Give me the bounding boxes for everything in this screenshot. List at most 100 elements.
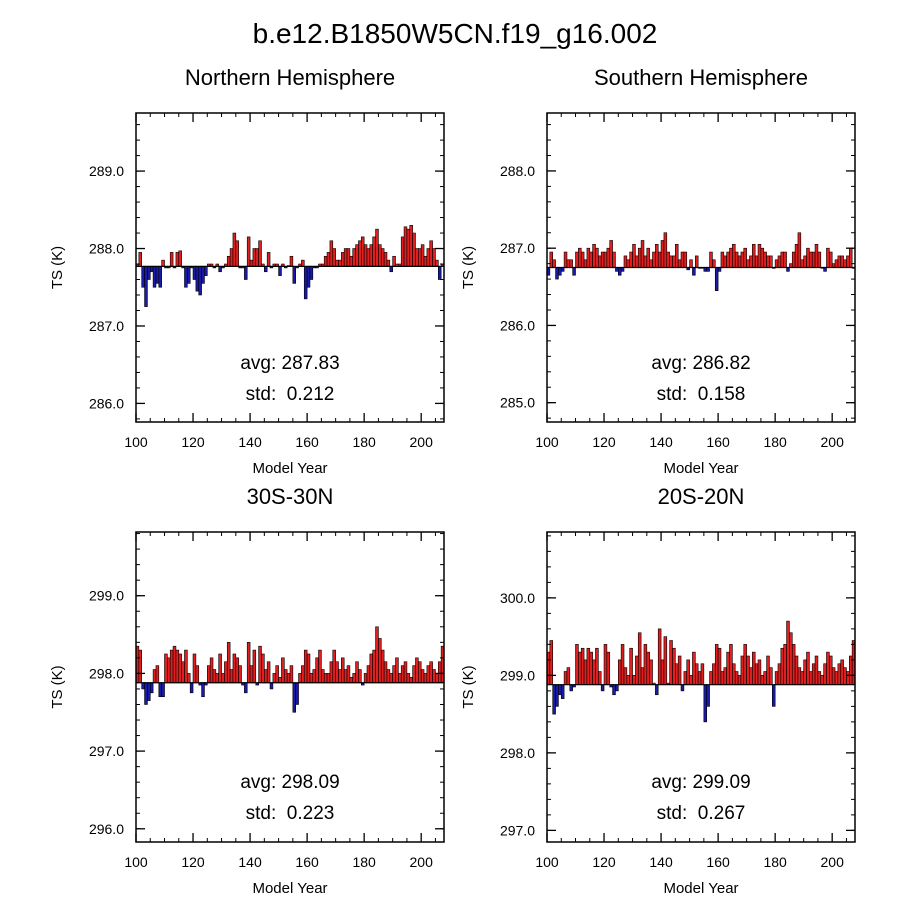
bar — [386, 669, 391, 684]
y-tick-label: 287.0 — [89, 318, 124, 334]
bar — [161, 682, 165, 698]
bar — [412, 232, 416, 267]
bar — [349, 676, 354, 684]
y-axis-label: TS (K) — [460, 246, 477, 289]
x-tick-label: 200 — [821, 434, 845, 450]
bar — [363, 244, 368, 267]
bar — [777, 663, 782, 685]
bar — [703, 684, 707, 723]
bar — [301, 665, 305, 684]
bar — [429, 240, 433, 267]
bar — [261, 653, 265, 684]
bar — [791, 644, 796, 685]
bar — [683, 251, 688, 268]
avg-annotation: avg: 286.82 — [651, 353, 750, 374]
bar — [786, 620, 790, 685]
bar — [323, 673, 328, 684]
bar — [423, 673, 428, 684]
bar — [167, 657, 171, 684]
bar — [586, 247, 591, 268]
bar — [144, 266, 148, 307]
bar — [660, 659, 665, 685]
bar — [663, 636, 668, 685]
bar — [264, 669, 268, 684]
bar — [754, 663, 759, 685]
bar — [800, 259, 804, 268]
bar — [760, 675, 765, 685]
y-axis-label: TS (K) — [49, 665, 66, 708]
bar — [278, 676, 282, 684]
bar — [346, 248, 351, 267]
bar — [201, 266, 205, 284]
x-tick-label: 100 — [535, 854, 559, 870]
bar — [426, 248, 431, 267]
bar — [418, 248, 422, 267]
bar — [689, 675, 693, 685]
bar — [221, 673, 225, 684]
x-tick-label: 160 — [706, 854, 730, 870]
bar — [649, 659, 653, 685]
plot-frame — [135, 531, 445, 843]
bar — [181, 661, 185, 684]
bar — [578, 247, 582, 268]
bar — [694, 663, 699, 685]
bar — [152, 669, 157, 684]
bar — [192, 653, 197, 684]
bar — [329, 240, 334, 267]
bar — [629, 647, 633, 685]
bar — [675, 663, 679, 685]
bar — [569, 684, 573, 692]
bar — [766, 655, 770, 685]
bar — [415, 248, 419, 267]
bar — [372, 236, 376, 267]
bar — [794, 244, 799, 268]
bar — [318, 649, 322, 684]
chart-title: Southern Hemisphere — [594, 65, 808, 90]
bar — [637, 247, 642, 268]
bar — [694, 255, 699, 268]
bar — [283, 669, 288, 684]
bar — [332, 248, 336, 267]
y-tick-label: 288.0 — [500, 163, 535, 179]
std-annotation: std: 0.158 — [657, 384, 746, 405]
bar — [720, 671, 725, 685]
bar — [652, 251, 656, 268]
bar — [623, 667, 628, 685]
bar — [769, 255, 773, 268]
bar — [660, 240, 665, 268]
y-tick-label: 298.0 — [89, 665, 124, 681]
chart-title: Northern Hemisphere — [185, 65, 395, 90]
bar — [375, 228, 379, 267]
bar — [244, 682, 248, 694]
bar — [184, 266, 188, 288]
bar — [184, 649, 188, 684]
bar — [734, 251, 739, 268]
bar — [797, 667, 802, 685]
y-tick-label: 287.0 — [500, 240, 535, 256]
bar — [138, 649, 143, 684]
bar — [218, 266, 222, 273]
x-tick-label: 100 — [124, 434, 148, 450]
bar — [640, 240, 645, 268]
bar — [629, 251, 633, 268]
x-tick-label: 140 — [238, 434, 262, 450]
bar — [829, 655, 833, 685]
bar — [398, 673, 402, 684]
bar — [794, 655, 799, 685]
bar — [309, 266, 314, 280]
bar — [201, 682, 205, 698]
bar — [680, 251, 685, 268]
bar — [620, 644, 625, 685]
std-annotation: std: 0.212 — [246, 384, 335, 405]
bar — [555, 267, 559, 280]
bar — [791, 251, 796, 268]
bar — [158, 266, 162, 288]
bar — [306, 266, 311, 288]
bar — [626, 675, 630, 685]
bar — [549, 640, 553, 685]
x-tick-label: 120 — [592, 854, 616, 870]
bar — [266, 252, 271, 267]
bar — [298, 673, 302, 684]
bar — [204, 266, 208, 276]
bar — [669, 255, 673, 268]
